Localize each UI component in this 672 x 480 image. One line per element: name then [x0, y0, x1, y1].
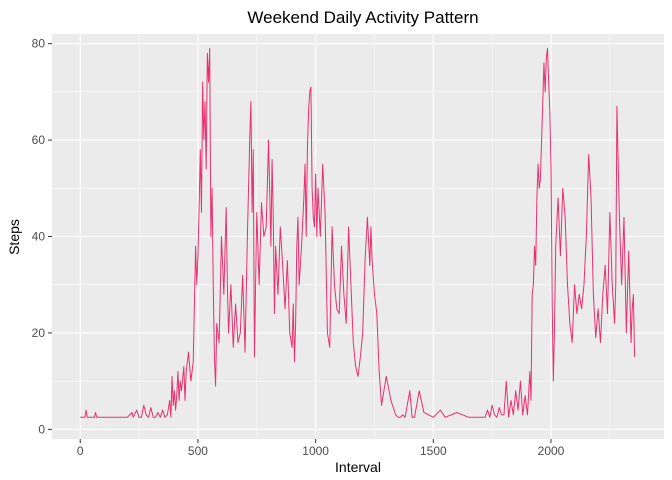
- y-tick-label: 40: [32, 230, 46, 244]
- x-tick-label: 500: [188, 444, 208, 458]
- y-axis-label: Steps: [6, 219, 22, 255]
- y-tick-label: 80: [32, 37, 46, 51]
- x-tick-label: 0: [77, 444, 84, 458]
- x-tick-label: 1000: [302, 444, 329, 458]
- y-tick-label: 20: [32, 326, 46, 340]
- chart-title: Weekend Daily Activity Pattern: [247, 8, 478, 27]
- x-axis-label: Interval: [335, 459, 381, 475]
- y-tick-label: 60: [32, 133, 46, 147]
- x-tick-label: 2000: [538, 444, 565, 458]
- x-tick-label: 1500: [420, 444, 447, 458]
- y-tick-label: 0: [38, 422, 45, 436]
